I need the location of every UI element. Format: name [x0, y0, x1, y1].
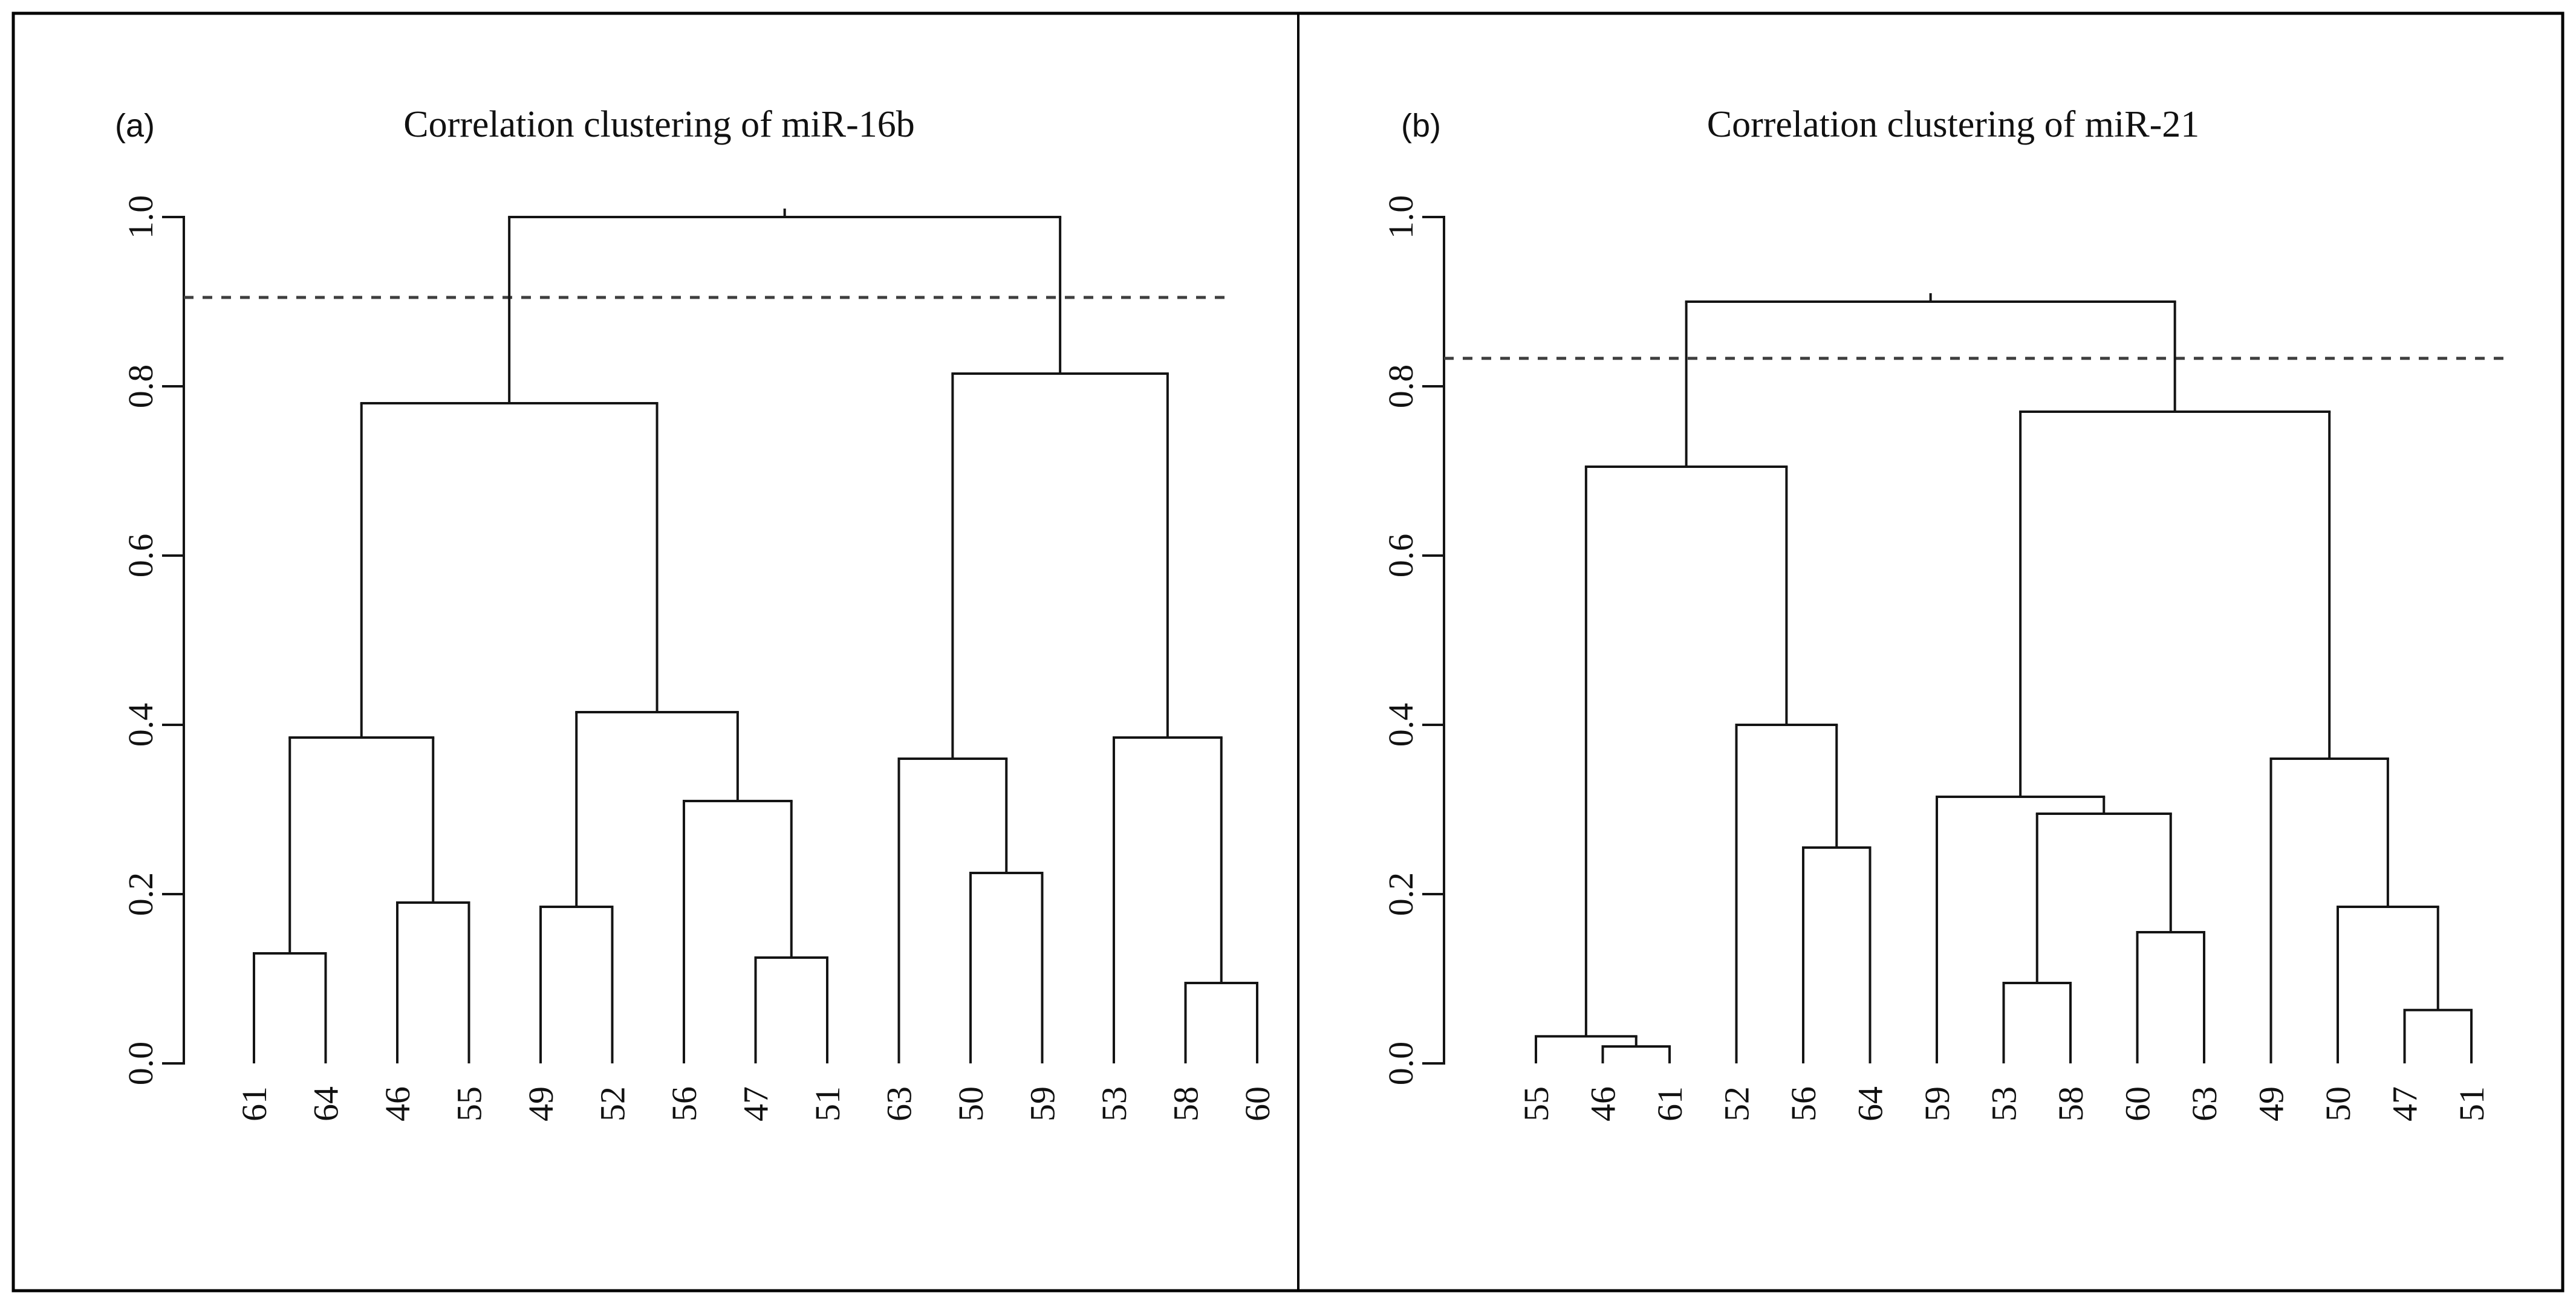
y-tick-label: 0.2: [121, 872, 160, 916]
y-tick-label: 0.6: [121, 534, 160, 578]
leaf-label: 56: [665, 1086, 704, 1121]
leaf-label: 50: [2318, 1086, 2358, 1121]
render-root: 0.0 0.2 0.4 0.6 0.8 1.0 61 64 46 55 49 52 56 47 51 63 50…: [11, 11, 2565, 1293]
leaf-label: 61: [235, 1086, 274, 1121]
panel-a-label: (a): [115, 108, 155, 144]
panel-a-title: Correlation clustering of miR-16b: [403, 104, 914, 145]
dendrogram-tree: [253, 209, 1258, 1063]
leaf-label: 61: [1650, 1086, 1690, 1121]
leaf-label: 50: [951, 1086, 990, 1121]
leaf-label: 53: [1985, 1086, 2024, 1121]
y-axis: 0.0 0.2 0.4 0.6 0.8 1.0: [1381, 195, 1445, 1086]
leaf-labels: 61 64 46 55 49 52 56 47 51 63 50 59 53 58 60: [235, 1086, 1277, 1121]
leaf-label: 46: [1584, 1086, 1623, 1121]
leaf-label: 52: [1717, 1086, 1757, 1121]
y-tick-label: 0.4: [1381, 703, 1420, 747]
leaf-label: 59: [1023, 1086, 1062, 1121]
y-tick-label: 0.0: [121, 1042, 160, 1086]
leaf-label: 56: [1784, 1086, 1823, 1121]
leaf-label: 51: [808, 1086, 847, 1121]
leaf-label: 52: [593, 1086, 633, 1121]
y-tick-label: 0.6: [1381, 534, 1420, 578]
leaf-labels: 55 46 61 52 56 64 59 53 58 60 63 49 50 47 51: [1517, 1086, 2491, 1121]
leaf-label: 55: [1517, 1086, 1556, 1121]
leaf-label: 63: [2185, 1086, 2224, 1121]
y-tick-label: 1.0: [121, 195, 160, 239]
y-tick-label: 0.2: [1381, 872, 1420, 916]
panel-b-title: Correlation clustering of miR-21: [1707, 104, 2199, 145]
panel-a: 0.0 0.2 0.4 0.6 0.8 1.0 61 64 46 55 49 52 56 47 51 63 50…: [121, 195, 1277, 1121]
leaf-label: 47: [737, 1086, 776, 1121]
leaf-label: 63: [880, 1086, 919, 1121]
leaf-label: 49: [2252, 1086, 2291, 1121]
leaf-label: 59: [1917, 1086, 1957, 1121]
panel-b: 0.0 0.2 0.4 0.6 0.8 1.0 55 46 61 52 56 64 59 53 58 60 63…: [1381, 195, 2509, 1121]
leaf-label: 53: [1094, 1086, 1134, 1121]
leaf-label: 58: [1166, 1086, 1206, 1121]
y-tick-label: 0.8: [121, 365, 160, 409]
y-tick-label: 0.0: [1381, 1042, 1420, 1086]
leaf-label: 47: [2386, 1086, 2425, 1121]
y-tick-label: 1.0: [1381, 195, 1420, 239]
leaf-label: 64: [307, 1086, 346, 1121]
leaf-label: 58: [2051, 1086, 2090, 1121]
y-axis: 0.0 0.2 0.4 0.6 0.8 1.0: [121, 195, 185, 1086]
panel-b-label: (b): [1401, 108, 1441, 144]
y-tick-label: 0.8: [1381, 365, 1420, 409]
leaf-label: 51: [2452, 1086, 2491, 1121]
leaf-label: 60: [2118, 1086, 2158, 1121]
leaf-label: 49: [521, 1086, 561, 1121]
leaf-label: 46: [378, 1086, 417, 1121]
y-tick-label: 0.4: [121, 703, 160, 747]
leaf-label: 55: [450, 1086, 489, 1121]
leaf-label: 60: [1238, 1086, 1277, 1121]
dendrogram-tree: [1535, 293, 2473, 1063]
leaf-label: 64: [1851, 1086, 1890, 1121]
figure-border: [11, 11, 2565, 1293]
